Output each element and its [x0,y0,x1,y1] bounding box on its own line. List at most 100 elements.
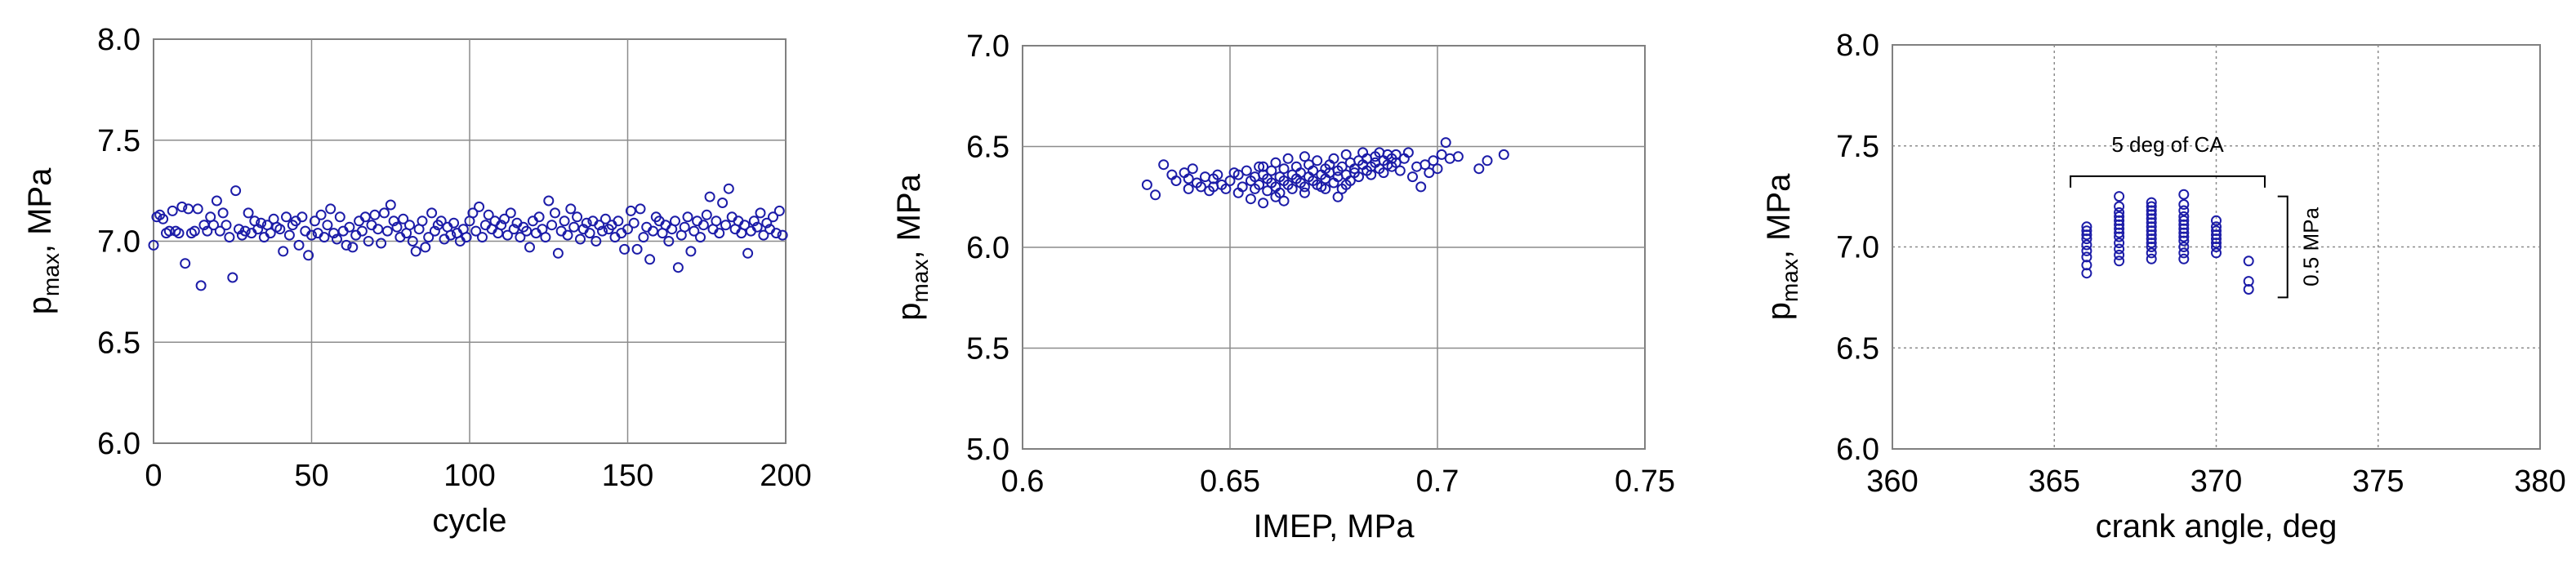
data-point [2146,242,2157,252]
data-point [2178,219,2190,230]
data-point [663,236,675,247]
data-point [363,236,374,247]
data-point [2081,221,2092,233]
data-point [1390,149,1402,160]
data-point [714,228,725,239]
data-point [319,232,330,243]
data-point [227,272,238,283]
data-point [180,258,191,269]
data-point [1452,151,1464,162]
data-point [234,224,244,235]
data-point [2211,221,2222,233]
y-tick-label: 7.5 [97,124,140,158]
x-tick-label: 0.7 [1416,464,1460,499]
data-point [685,246,697,257]
data-point [1299,151,1310,162]
data-point [417,215,428,227]
data-point [1340,179,1352,190]
y-axis-title: pmax, MPa [891,173,933,320]
data-point [1224,175,1236,186]
data-point [723,183,734,194]
data-point [2211,215,2222,226]
data-point [594,220,605,231]
pressure-range-bracket [2277,195,2289,299]
chart-3: 360 365 370 375 380 6.0 6.5 7.0 7.5 8.0 crank angl… [1761,29,2566,544]
data-point [670,215,680,227]
data-point [341,239,352,251]
data-point [521,225,533,237]
data-point [2178,211,2190,222]
data-point [369,209,381,220]
data-point [628,217,640,229]
data-point [376,238,387,249]
x-tick-label: 0.6 [1001,464,1045,499]
data-point [543,195,555,207]
data-point [189,225,200,237]
data-point [1270,191,1281,202]
series-1 [2081,189,2254,295]
data-point [2081,245,2092,256]
data-point [391,221,403,233]
data-point [1166,169,1178,180]
data-point [2178,215,2190,226]
data-point [2178,227,2190,238]
data-point [1158,159,1170,171]
y-tick-label: 8.0 [97,23,140,57]
data-point [635,203,646,215]
data-point [672,262,684,273]
data-point [2146,197,2157,208]
data-point [2114,211,2125,222]
data-point [2114,238,2125,249]
data-point [192,203,203,215]
data-point [496,220,507,231]
data-point [281,211,292,223]
data-point [751,221,763,233]
data-point [2146,225,2157,237]
data-point [550,207,560,219]
y-tick-label: 7.0 [966,29,1009,64]
data-point [2211,233,2222,245]
data-point [293,239,305,251]
data-point [2081,225,2092,237]
data-point [1258,161,1269,172]
data-point [770,228,782,239]
data-point [474,201,485,212]
data-point [1394,165,1406,176]
data-point [2178,231,2190,242]
data-point [1183,173,1194,184]
data-point [404,220,415,231]
data-point [1266,165,1277,176]
data-point [682,211,693,223]
x-tick-label: 150 [602,459,653,493]
data-point [1195,181,1206,193]
data-point [581,217,592,229]
data-point [701,209,712,220]
data-point [158,213,169,224]
data-point [265,228,276,239]
data-point [2178,247,2190,259]
data-point [1440,137,1451,149]
y-tick-label: 6.0 [966,231,1009,265]
data-point [597,225,608,237]
data-point [426,207,438,219]
y-tick-label: 6.5 [97,326,140,360]
data-point [575,233,586,245]
data-point [1340,149,1352,160]
data-point [1407,171,1418,183]
data-point [2114,255,2125,267]
data-point [1245,193,1256,205]
data-point [2211,225,2222,237]
data-point [356,225,368,237]
data-point [1390,157,1402,168]
data-point [1436,149,1447,160]
data-point [697,220,709,231]
data-point [2146,213,2157,224]
data-point [717,198,729,208]
data-point [423,232,435,243]
data-point [2114,243,2125,255]
y-tick-label: 5.5 [966,332,1009,366]
y-tick-label: 6.5 [1836,331,1879,366]
x-tick-label: 100 [443,459,495,493]
data-point [1348,163,1360,175]
data-point [720,220,731,231]
